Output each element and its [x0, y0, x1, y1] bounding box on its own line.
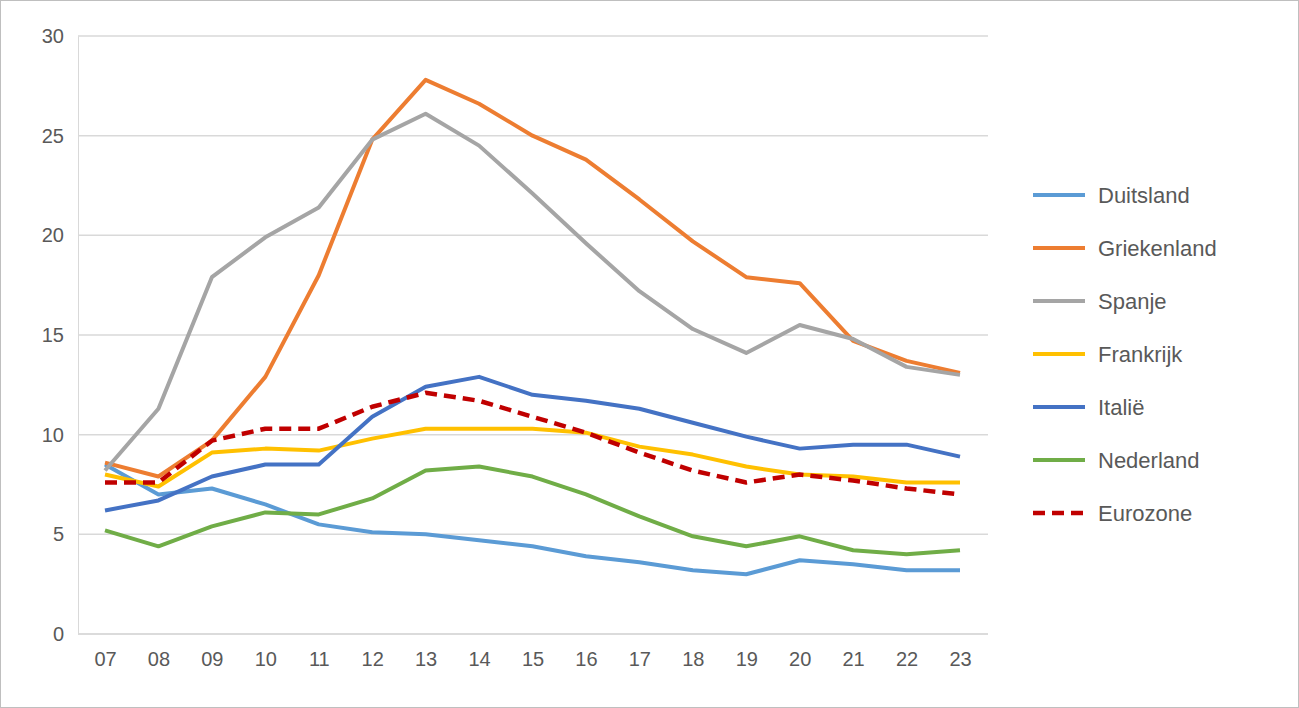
x-tick: 16: [575, 634, 597, 670]
x-tick-label: 10: [255, 648, 277, 670]
x-tick-label: 19: [736, 648, 758, 670]
grid-line: [78, 633, 988, 635]
x-tick-label: 14: [468, 648, 490, 670]
series-line: [105, 465, 960, 575]
y-tick: 15: [42, 324, 78, 346]
x-tick-label: 08: [148, 648, 170, 670]
x-tick-label: 16: [575, 648, 597, 670]
x-tick: 15: [522, 634, 544, 670]
series-line: [105, 393, 960, 495]
x-tick-label: 20: [789, 648, 811, 670]
y-tick-label: 30: [42, 25, 64, 47]
x-tick-label: 07: [94, 648, 116, 670]
legend-label: Spanje: [1098, 289, 1167, 314]
y-tick-label: 0: [53, 623, 64, 645]
legend-swatch: [1033, 299, 1085, 303]
x-tick-label: 09: [201, 648, 223, 670]
grid-line: [78, 235, 988, 237]
lines: [105, 80, 960, 574]
series-line: [105, 114, 960, 471]
x-tick: 12: [362, 634, 384, 670]
x-tick-label: 23: [949, 648, 971, 670]
x-tick: 09: [201, 634, 223, 670]
x-tick: 10: [255, 634, 277, 670]
y-axis: 0 5 10 15 20 25 30: [42, 25, 79, 645]
series-line: [105, 80, 960, 477]
x-tick-label: 22: [896, 648, 918, 670]
y-tick-label: 25: [42, 125, 64, 147]
chart-frame: [1, 1, 1299, 708]
y-tick-label: 15: [42, 324, 64, 346]
x-tick: 07: [94, 634, 116, 670]
y-tick-label: 20: [42, 224, 64, 246]
y-tick: 5: [53, 523, 78, 545]
y-tick: 0: [53, 623, 78, 645]
x-tick: 18: [682, 634, 704, 670]
x-tick-label: 21: [843, 648, 865, 670]
x-tick: 14: [468, 634, 490, 670]
y-tick: 25: [42, 125, 78, 147]
x-tick: 21: [843, 634, 865, 670]
legend: Duitsland Griekenland Spanje Frankrijk Itali…: [1033, 183, 1217, 526]
legend-swatch: [1033, 193, 1085, 197]
y-axis-line: [78, 37, 79, 635]
x-tick-label: 17: [629, 648, 651, 670]
legend-swatch: [1033, 352, 1085, 356]
y-tick: 30: [42, 25, 78, 47]
legend-swatch: [1033, 511, 1085, 516]
x-tick: 23: [949, 634, 971, 670]
x-tick: 08: [148, 634, 170, 670]
x-tick: 11: [309, 634, 330, 670]
x-tick: 20: [789, 634, 811, 670]
legend-label: Frankrijk: [1098, 342, 1183, 367]
legend-swatch: [1033, 405, 1085, 409]
grid-line: [78, 534, 988, 536]
legend-swatch: [1033, 246, 1085, 250]
x-axis-line: [78, 633, 988, 635]
y-tick: 10: [42, 424, 78, 446]
x-tick-label: 12: [362, 648, 384, 670]
y-tick: 20: [42, 224, 78, 246]
grid-line: [78, 35, 988, 37]
x-tick: 13: [415, 634, 437, 670]
legend-label: Eurozone: [1098, 501, 1192, 526]
y-tick-label: 5: [53, 523, 64, 545]
legend-label: Griekenland: [1098, 236, 1217, 261]
series-line: [105, 377, 960, 511]
y-tick-label: 10: [42, 424, 64, 446]
x-tick-label: 15: [522, 648, 544, 670]
legend-label: Nederland: [1098, 448, 1200, 473]
grid: [78, 36, 988, 634]
x-tick-label: 18: [682, 648, 704, 670]
legend-label: Italië: [1098, 395, 1144, 420]
x-tick-label: 13: [415, 648, 437, 670]
chart: 0 5 10 15 20 25 30 07 08 09 10 11 12 13 14 15 16 17 18 19 20…: [0, 0, 1299, 708]
x-tick: 17: [629, 634, 651, 670]
x-tick-label: 11: [309, 648, 330, 670]
legend-label: Duitsland: [1098, 183, 1190, 208]
x-axis: 07 08 09 10 11 12 13 14 15 16 17 18 19 20 21 22 23: [78, 634, 988, 670]
x-tick: 19: [736, 634, 758, 670]
x-tick: 22: [896, 634, 918, 670]
grid-line: [78, 334, 988, 336]
legend-swatch: [1033, 458, 1085, 462]
